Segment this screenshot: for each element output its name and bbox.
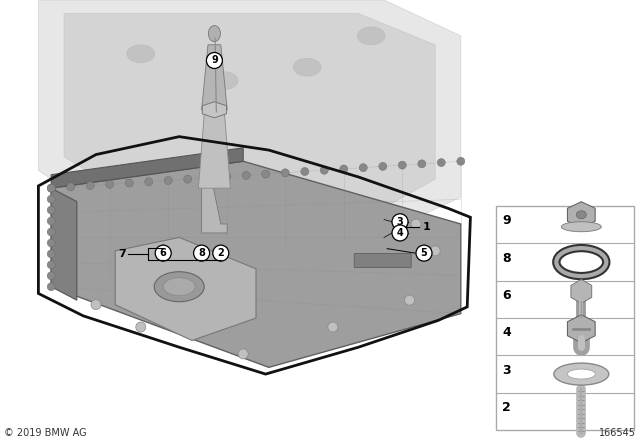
Text: 1: 1 (422, 222, 430, 233)
Text: 9: 9 (502, 214, 511, 227)
Circle shape (136, 322, 146, 332)
Text: 2: 2 (502, 401, 511, 414)
Ellipse shape (576, 211, 586, 219)
Text: 6: 6 (502, 289, 511, 302)
Circle shape (212, 245, 229, 261)
Text: 9: 9 (211, 56, 218, 65)
Circle shape (125, 179, 133, 187)
Text: 3: 3 (397, 217, 403, 227)
Polygon shape (51, 148, 243, 188)
Circle shape (392, 214, 408, 230)
Ellipse shape (163, 278, 195, 296)
Ellipse shape (554, 363, 609, 385)
Ellipse shape (210, 72, 238, 90)
Circle shape (457, 157, 465, 165)
Circle shape (47, 272, 55, 280)
Circle shape (184, 175, 192, 183)
Ellipse shape (209, 26, 220, 42)
Circle shape (47, 261, 55, 269)
Text: 8: 8 (198, 248, 205, 258)
Circle shape (47, 239, 55, 247)
Circle shape (430, 246, 440, 256)
Circle shape (404, 295, 415, 305)
Circle shape (262, 170, 269, 178)
Text: 4: 4 (502, 326, 511, 339)
Circle shape (398, 161, 406, 169)
Circle shape (47, 184, 55, 192)
Circle shape (418, 160, 426, 168)
Circle shape (47, 283, 55, 291)
Ellipse shape (293, 58, 321, 76)
Polygon shape (571, 280, 592, 303)
Circle shape (204, 174, 211, 182)
Circle shape (411, 219, 421, 229)
Text: 6: 6 (160, 248, 166, 258)
Polygon shape (64, 13, 435, 233)
Polygon shape (51, 161, 461, 367)
Text: 7: 7 (118, 249, 126, 259)
Ellipse shape (357, 27, 385, 45)
Circle shape (47, 184, 55, 192)
Circle shape (281, 169, 289, 177)
Circle shape (243, 172, 250, 179)
Circle shape (359, 164, 367, 172)
Circle shape (47, 250, 55, 258)
Polygon shape (198, 108, 230, 188)
Ellipse shape (561, 222, 602, 232)
Circle shape (193, 245, 210, 261)
Polygon shape (568, 202, 595, 228)
Circle shape (437, 159, 445, 167)
Text: 166545: 166545 (599, 428, 636, 438)
Circle shape (47, 217, 55, 225)
Text: 2: 2 (218, 248, 224, 258)
Circle shape (47, 206, 55, 214)
Circle shape (416, 245, 432, 261)
Circle shape (379, 162, 387, 170)
Circle shape (392, 225, 408, 241)
Circle shape (301, 168, 308, 176)
Circle shape (223, 172, 231, 181)
Circle shape (86, 181, 94, 190)
FancyBboxPatch shape (496, 206, 634, 430)
Text: 5: 5 (420, 248, 428, 258)
Circle shape (206, 52, 223, 69)
Polygon shape (202, 161, 227, 233)
Circle shape (47, 228, 55, 236)
Polygon shape (202, 102, 227, 118)
Circle shape (67, 183, 75, 191)
Circle shape (328, 322, 338, 332)
Circle shape (155, 245, 172, 261)
Circle shape (91, 300, 101, 310)
Text: 4: 4 (397, 228, 403, 238)
Polygon shape (568, 315, 595, 343)
Polygon shape (115, 237, 256, 340)
Polygon shape (38, 0, 461, 251)
Text: © 2019 BMW AG: © 2019 BMW AG (4, 428, 86, 438)
Circle shape (106, 181, 114, 188)
Ellipse shape (127, 45, 155, 63)
Polygon shape (51, 188, 77, 300)
Text: 3: 3 (502, 364, 511, 377)
Circle shape (145, 178, 153, 186)
Circle shape (340, 165, 348, 173)
Circle shape (164, 177, 172, 185)
Circle shape (320, 166, 328, 174)
Text: 8: 8 (502, 252, 511, 265)
FancyBboxPatch shape (354, 254, 412, 267)
Circle shape (47, 195, 55, 203)
Ellipse shape (567, 369, 595, 379)
Circle shape (238, 349, 248, 359)
Ellipse shape (154, 272, 204, 302)
Polygon shape (202, 45, 227, 110)
